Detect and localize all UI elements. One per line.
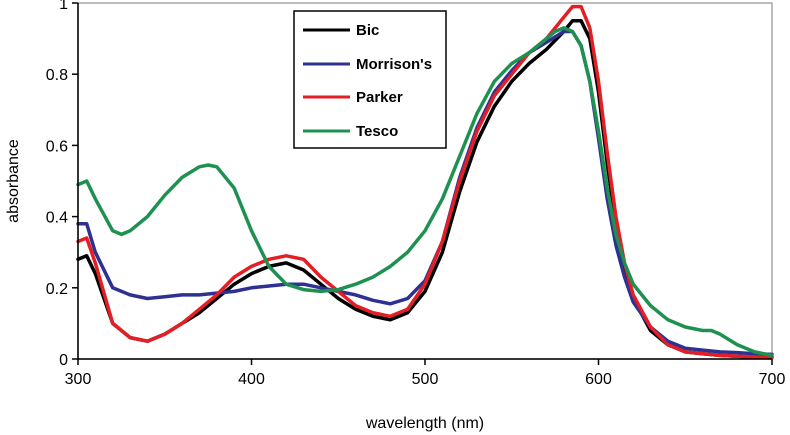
legend-label-tesco: Tesco xyxy=(356,123,398,140)
y-tick-label: 0.4 xyxy=(46,210,68,227)
x-tick-label: 500 xyxy=(412,371,439,388)
legend-box xyxy=(293,10,447,149)
y-tick-label: 0 xyxy=(59,352,68,369)
legend-label-morrisons: Morrison's xyxy=(356,56,432,73)
series-line-tesco xyxy=(76,26,774,358)
y-tick-label: 0.6 xyxy=(46,138,68,155)
series-layer xyxy=(76,4,774,359)
x-axis-title: wavelength (nm) xyxy=(365,415,484,432)
legend-label-parker: Parker xyxy=(356,89,403,106)
x-tick-label: 600 xyxy=(585,371,612,388)
y-tick-label: 1 xyxy=(59,0,68,13)
y-tick-label: 0.2 xyxy=(46,281,68,298)
y-tick-label: 0.8 xyxy=(46,67,68,84)
x-tick-label: 400 xyxy=(238,371,265,388)
legend: Bic Morrison's Parker Tesco xyxy=(293,10,447,149)
axis-layer: 300 400 500 600 700 0 0.2 0.4 0.6 0.8 1 xyxy=(46,0,786,388)
legend-label-bic: Bic xyxy=(356,22,379,39)
x-tick-label: 700 xyxy=(759,371,786,388)
series-line-parker xyxy=(76,4,774,359)
x-tick-label: 300 xyxy=(65,371,92,388)
y-axis-title: absorbance xyxy=(5,139,22,223)
